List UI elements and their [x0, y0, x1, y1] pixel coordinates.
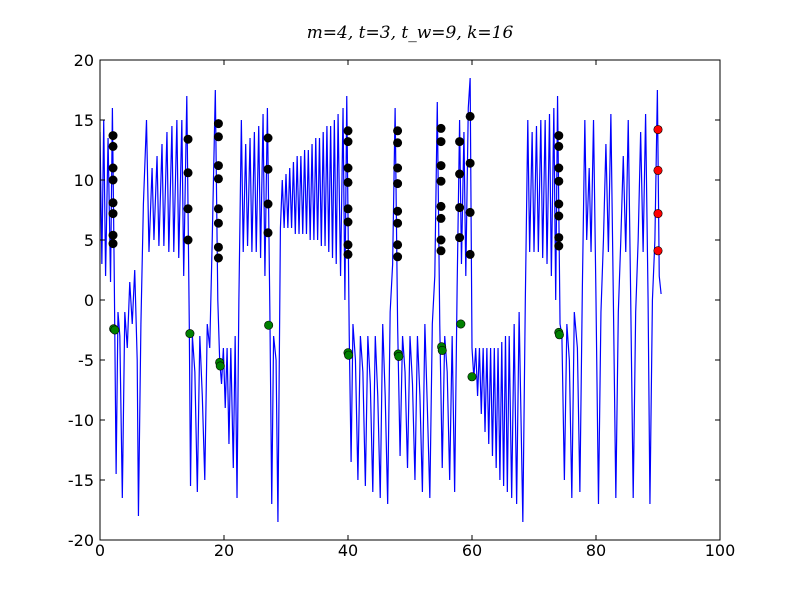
data-point	[653, 246, 663, 256]
data-point	[393, 206, 403, 216]
data-point	[653, 209, 663, 219]
data-point	[465, 249, 475, 259]
y-tick-label: 15	[74, 111, 94, 130]
data-point	[213, 132, 223, 142]
data-line	[100, 77, 662, 523]
data-point	[554, 131, 564, 141]
data-point	[455, 203, 465, 213]
y-tick-label: 0	[84, 291, 94, 310]
data-point	[394, 351, 404, 361]
data-point	[108, 230, 118, 240]
data-point	[263, 228, 273, 238]
data-point	[108, 141, 118, 151]
data-point	[455, 233, 465, 243]
data-point	[455, 169, 465, 179]
data-point	[213, 119, 223, 129]
y-tick-label: -10	[68, 411, 94, 430]
data-point	[213, 242, 223, 252]
x-tick-label: 60	[462, 541, 482, 560]
data-point	[108, 131, 118, 141]
data-point	[455, 137, 465, 147]
data-point	[393, 218, 403, 228]
data-point	[213, 253, 223, 263]
data-point	[343, 240, 353, 250]
data-point	[213, 161, 223, 171]
y-tick-label: -15	[68, 471, 94, 490]
data-point	[436, 235, 446, 245]
data-point	[467, 372, 477, 382]
data-point	[213, 218, 223, 228]
x-tick-label: 20	[214, 541, 234, 560]
data-point	[653, 125, 663, 135]
data-point	[343, 163, 353, 173]
data-point	[263, 133, 273, 143]
data-point	[215, 361, 225, 371]
data-point	[108, 239, 118, 249]
x-tick-label: 100	[705, 541, 736, 560]
data-point	[343, 177, 353, 187]
data-point	[213, 204, 223, 214]
y-tick-label: -5	[78, 351, 94, 370]
data-point	[393, 252, 403, 262]
data-point	[110, 325, 120, 335]
data-point	[108, 163, 118, 173]
plot-frame	[99, 59, 721, 541]
x-tick-label: 40	[338, 541, 358, 560]
data-point	[436, 123, 446, 133]
y-tick-label: -20	[68, 531, 94, 550]
data-point	[264, 320, 274, 330]
data-point	[554, 211, 564, 221]
data-point	[437, 345, 447, 355]
data-point	[393, 179, 403, 189]
data-point	[465, 207, 475, 217]
data-point	[436, 246, 446, 256]
y-tick-label: 5	[84, 231, 94, 250]
data-point	[554, 163, 564, 173]
data-point	[108, 198, 118, 208]
data-point	[185, 329, 195, 339]
data-point	[393, 163, 403, 173]
data-point	[183, 235, 193, 245]
data-point	[183, 134, 193, 144]
data-point	[393, 240, 403, 250]
data-point	[343, 217, 353, 227]
data-point	[554, 233, 564, 243]
data-point	[213, 174, 223, 184]
y-tick-label: 10	[74, 171, 94, 190]
data-point	[343, 126, 353, 136]
data-point	[263, 164, 273, 174]
data-point	[554, 176, 564, 186]
data-point	[343, 137, 353, 147]
data-point	[436, 201, 446, 211]
data-point	[263, 199, 273, 209]
data-point	[436, 213, 446, 223]
data-point	[108, 209, 118, 219]
data-point	[183, 204, 193, 214]
data-point	[554, 199, 564, 209]
data-point	[465, 158, 475, 168]
data-point	[183, 168, 193, 178]
data-point	[456, 319, 466, 329]
data-point	[393, 138, 403, 148]
data-point	[653, 165, 663, 175]
y-tick-label: 20	[74, 51, 94, 70]
data-point	[554, 141, 564, 151]
data-point	[393, 126, 403, 136]
data-point	[108, 175, 118, 185]
data-point	[436, 137, 446, 147]
chart-title: m=4, t=3, t_w=9, k=16	[307, 23, 514, 43]
x-tick-label: 80	[586, 541, 606, 560]
data-point	[465, 111, 475, 121]
data-point	[343, 249, 353, 259]
data-point	[436, 176, 446, 186]
data-point	[436, 161, 446, 171]
data-point	[343, 204, 353, 214]
data-point	[554, 330, 564, 340]
x-tick-label: 0	[95, 541, 105, 560]
data-point	[344, 350, 354, 360]
data-point	[554, 241, 564, 251]
